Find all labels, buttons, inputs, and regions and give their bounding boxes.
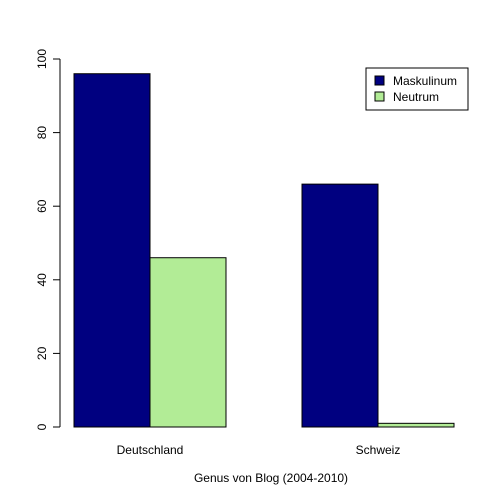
legend-label-neutrum: Neutrum: [393, 90, 439, 104]
bar-neutrum-deutschland: [149, 257, 227, 428]
legend-swatch-maskulinum: [374, 75, 385, 86]
bars: [73, 73, 455, 428]
x-category-label: Deutschland: [117, 443, 184, 457]
y-tick-label: 60: [35, 199, 49, 213]
y-tick-label: 100: [35, 49, 49, 69]
legend-box: [365, 67, 469, 111]
x-category-label: Schweiz: [356, 443, 401, 457]
x-category-labels: Deutschland Schweiz: [117, 443, 401, 457]
bar-neutrum-schweiz: [377, 422, 455, 428]
y-tick-label: 0: [35, 423, 49, 430]
y-tick-label: 40: [35, 273, 49, 287]
x-axis-label: Genus von Blog (2004-2010): [194, 471, 348, 485]
bar-maskulinum-deutschland: [73, 73, 151, 428]
legend: Maskulinum Neutrum: [365, 67, 469, 111]
y-axis: 0 20 40 60 80 100: [35, 49, 61, 430]
y-tick-label: 20: [35, 346, 49, 360]
bar-maskulinum-schweiz: [301, 183, 379, 428]
legend-label-maskulinum: Maskulinum: [393, 74, 457, 88]
legend-swatch-neutrum: [374, 91, 385, 102]
y-tick-label: 80: [35, 126, 49, 140]
